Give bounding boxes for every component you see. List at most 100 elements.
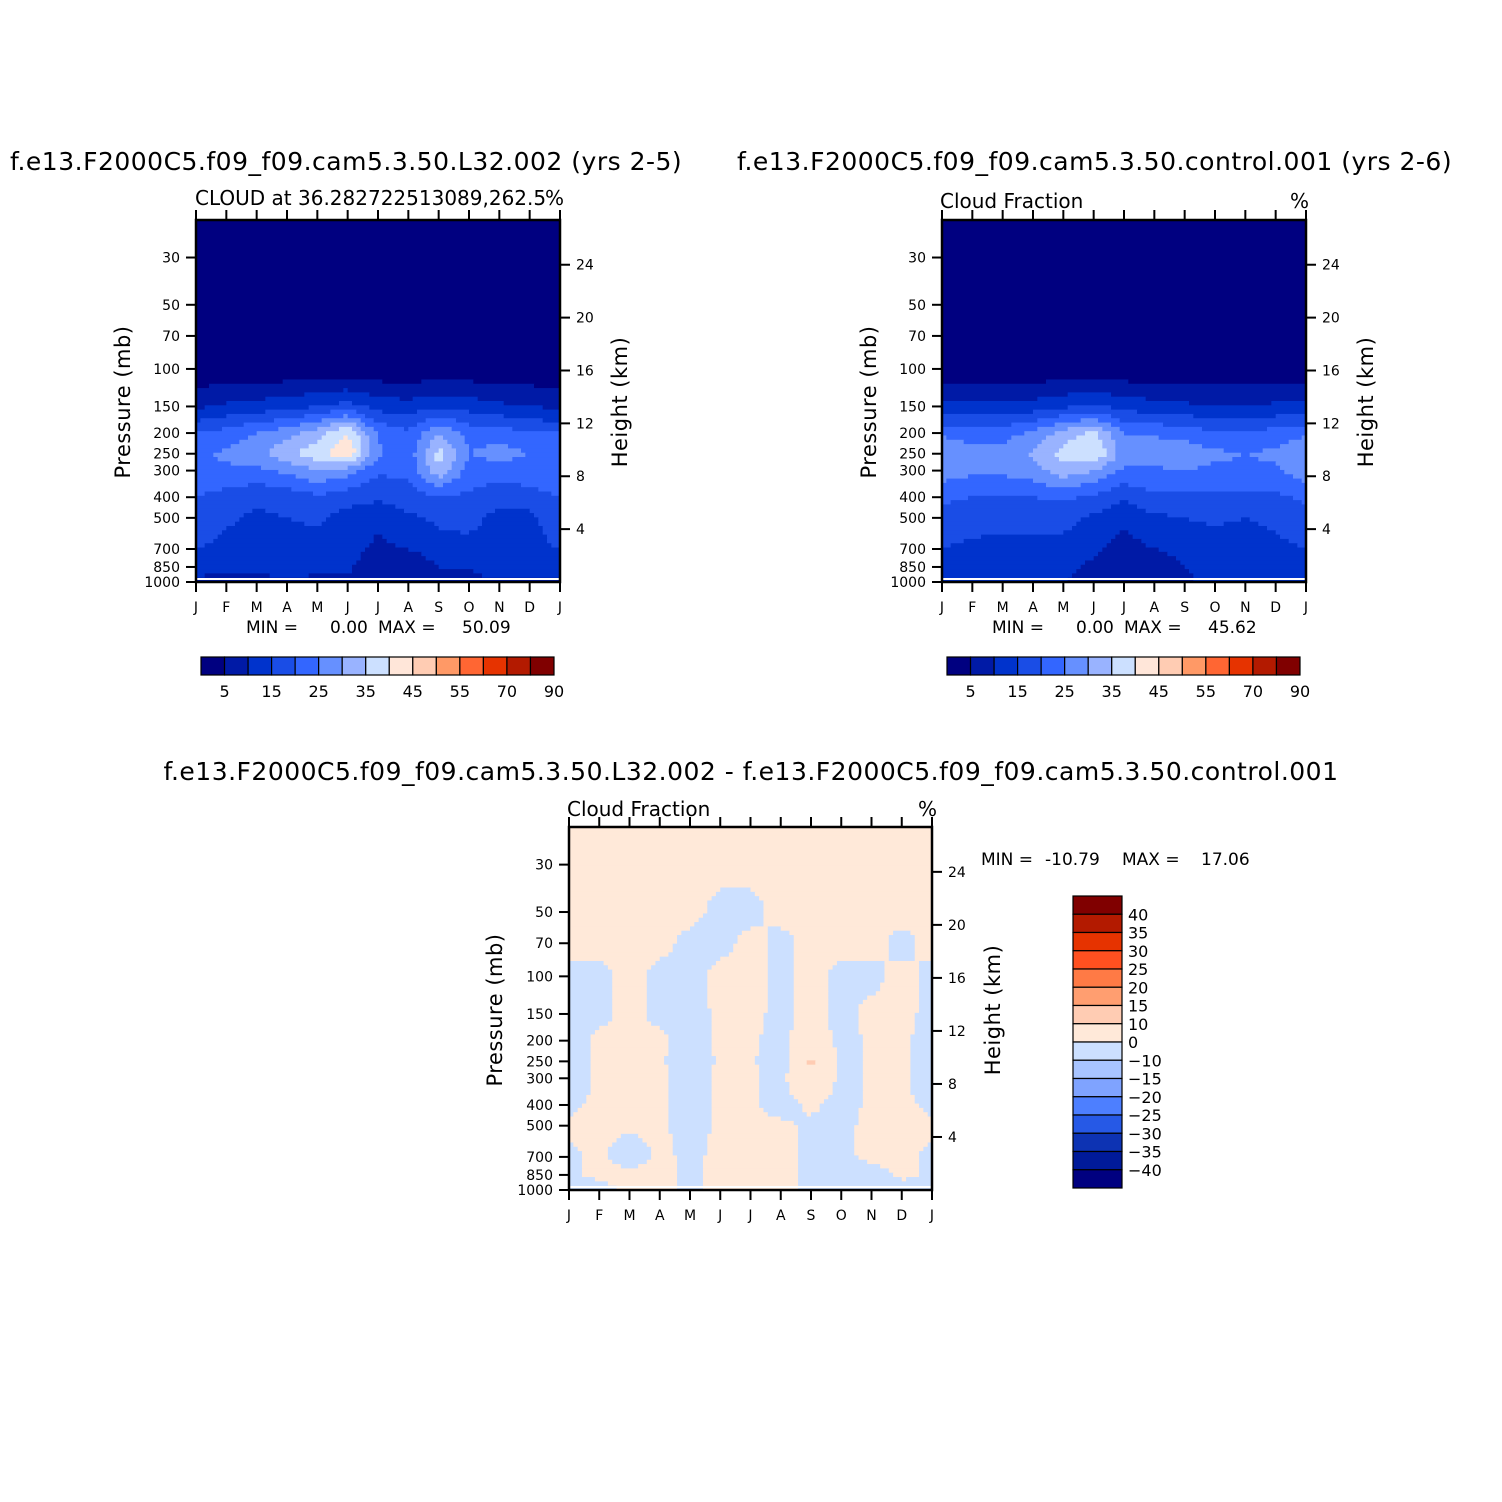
contour-cell: [927, 1112, 933, 1118]
contour-cell: [204, 405, 310, 411]
contour-cell: [711, 1103, 760, 1109]
colorbar-swatch: [1072, 1077, 1123, 1098]
contour-cell: [767, 973, 795, 979]
contour-cell: [942, 521, 1077, 527]
contour-cell: [1128, 500, 1303, 506]
contour-cell: [486, 482, 522, 488]
contour-cell: [569, 986, 613, 992]
contour-cell: [672, 1151, 708, 1157]
contour-cell: [668, 1051, 713, 1057]
contour-cell: [646, 986, 708, 992]
contour-cell: [763, 917, 933, 923]
contour-cell: [942, 547, 1103, 553]
contour-cell: [793, 999, 829, 1005]
contour-cell: [308, 465, 349, 471]
x-tick-label: N: [1240, 600, 1250, 616]
contour-cell: [798, 1159, 868, 1165]
contour-cell: [793, 1008, 829, 1014]
contour-cell: [360, 556, 427, 562]
contour-cell: [469, 448, 474, 454]
contour-cell: [365, 465, 418, 471]
contour-cell: [464, 465, 561, 471]
contour-cell: [1072, 525, 1268, 531]
contour-cell: [819, 1107, 860, 1113]
contour-cell: [858, 1008, 920, 1014]
contour-cell: [1115, 457, 1233, 462]
colorbar-tick-label: 25: [1054, 682, 1074, 701]
contour-cell: [832, 1081, 864, 1087]
contour-cell: [914, 1017, 933, 1023]
contour-cell: [1293, 474, 1307, 480]
contour-cell: [785, 1077, 838, 1083]
min-value: -10.79: [1045, 850, 1100, 870]
contour-cell: [1106, 474, 1294, 480]
contour-cell: [763, 1107, 803, 1113]
x-tick-label: A: [1150, 600, 1160, 616]
contour-cell: [677, 1159, 704, 1165]
contour-cell: [569, 939, 678, 945]
colorbar-tick-label: 45: [1149, 682, 1169, 701]
contour-cell: [569, 978, 613, 984]
x-tick-label: D: [524, 600, 535, 616]
contour-cell: [421, 551, 561, 557]
y-axis-label-left: Pressure (mb): [111, 325, 135, 478]
colorbar-tick-label: 15: [1007, 682, 1027, 701]
contour-cell: [612, 1017, 648, 1023]
contour-cell: [867, 995, 920, 1001]
contour-cell: [339, 401, 353, 406]
contour-cell: [529, 508, 561, 514]
contour-cell: [581, 1103, 669, 1109]
contour-cell: [382, 409, 418, 415]
contour-cell: [417, 457, 427, 462]
contour-cell: [668, 1038, 713, 1044]
contour-cell: [569, 1038, 592, 1044]
contour-cell: [443, 457, 457, 462]
contour-cell: [360, 448, 370, 454]
contour-cell: [569, 922, 695, 927]
contour-cell: [443, 482, 487, 488]
contour-cell: [226, 401, 340, 406]
contour-cell: [196, 375, 561, 381]
contour-cell: [503, 413, 561, 419]
contour-cell: [569, 874, 933, 880]
colorbar-tick-label: −25: [1128, 1106, 1162, 1125]
colorbar-swatch: [365, 656, 390, 676]
contour-cell: [569, 1021, 609, 1027]
contour-cell: [204, 543, 370, 549]
contour-cell: [443, 448, 457, 454]
contour-cell: [542, 525, 561, 531]
contour-cell: [793, 943, 890, 949]
contour-cell: [347, 487, 418, 493]
contour-cell: [789, 1086, 834, 1092]
contour-cell: [594, 1177, 678, 1182]
contour-cell: [369, 392, 561, 398]
contour-cell: [399, 396, 414, 402]
contour-cell: [1011, 422, 1056, 428]
contour-cell: [942, 327, 1307, 333]
contour-cell: [789, 1056, 838, 1061]
contour-cell: [569, 943, 674, 949]
contour-cell: [569, 1094, 587, 1100]
contour-cell: [278, 513, 331, 518]
contour-cell: [434, 435, 444, 441]
contour-cell: [862, 1043, 911, 1048]
contour-cell: [1089, 469, 1116, 475]
contour-cell: [888, 1168, 920, 1174]
contour-cell: [836, 1051, 864, 1057]
contour-cell: [914, 939, 933, 945]
contour-cell: [569, 865, 933, 871]
contour-cell: [862, 1077, 911, 1083]
contour-cell: [763, 1025, 795, 1031]
colorbar-swatch: [1072, 1132, 1123, 1153]
y-tick-label-right: 20: [948, 918, 966, 934]
contour-cell: [248, 482, 266, 488]
contour-cell: [828, 1012, 860, 1018]
contour-cell: [1115, 469, 1285, 475]
contour-cell: [1046, 379, 1129, 385]
y-tick-label-right: 8: [1322, 469, 1331, 485]
y-tick-label-right: 24: [576, 258, 594, 274]
contour-cell: [789, 1038, 834, 1044]
y-tick-label-left: 400: [153, 490, 180, 506]
contour-cell: [793, 995, 829, 1001]
contour-cell: [942, 323, 1307, 329]
